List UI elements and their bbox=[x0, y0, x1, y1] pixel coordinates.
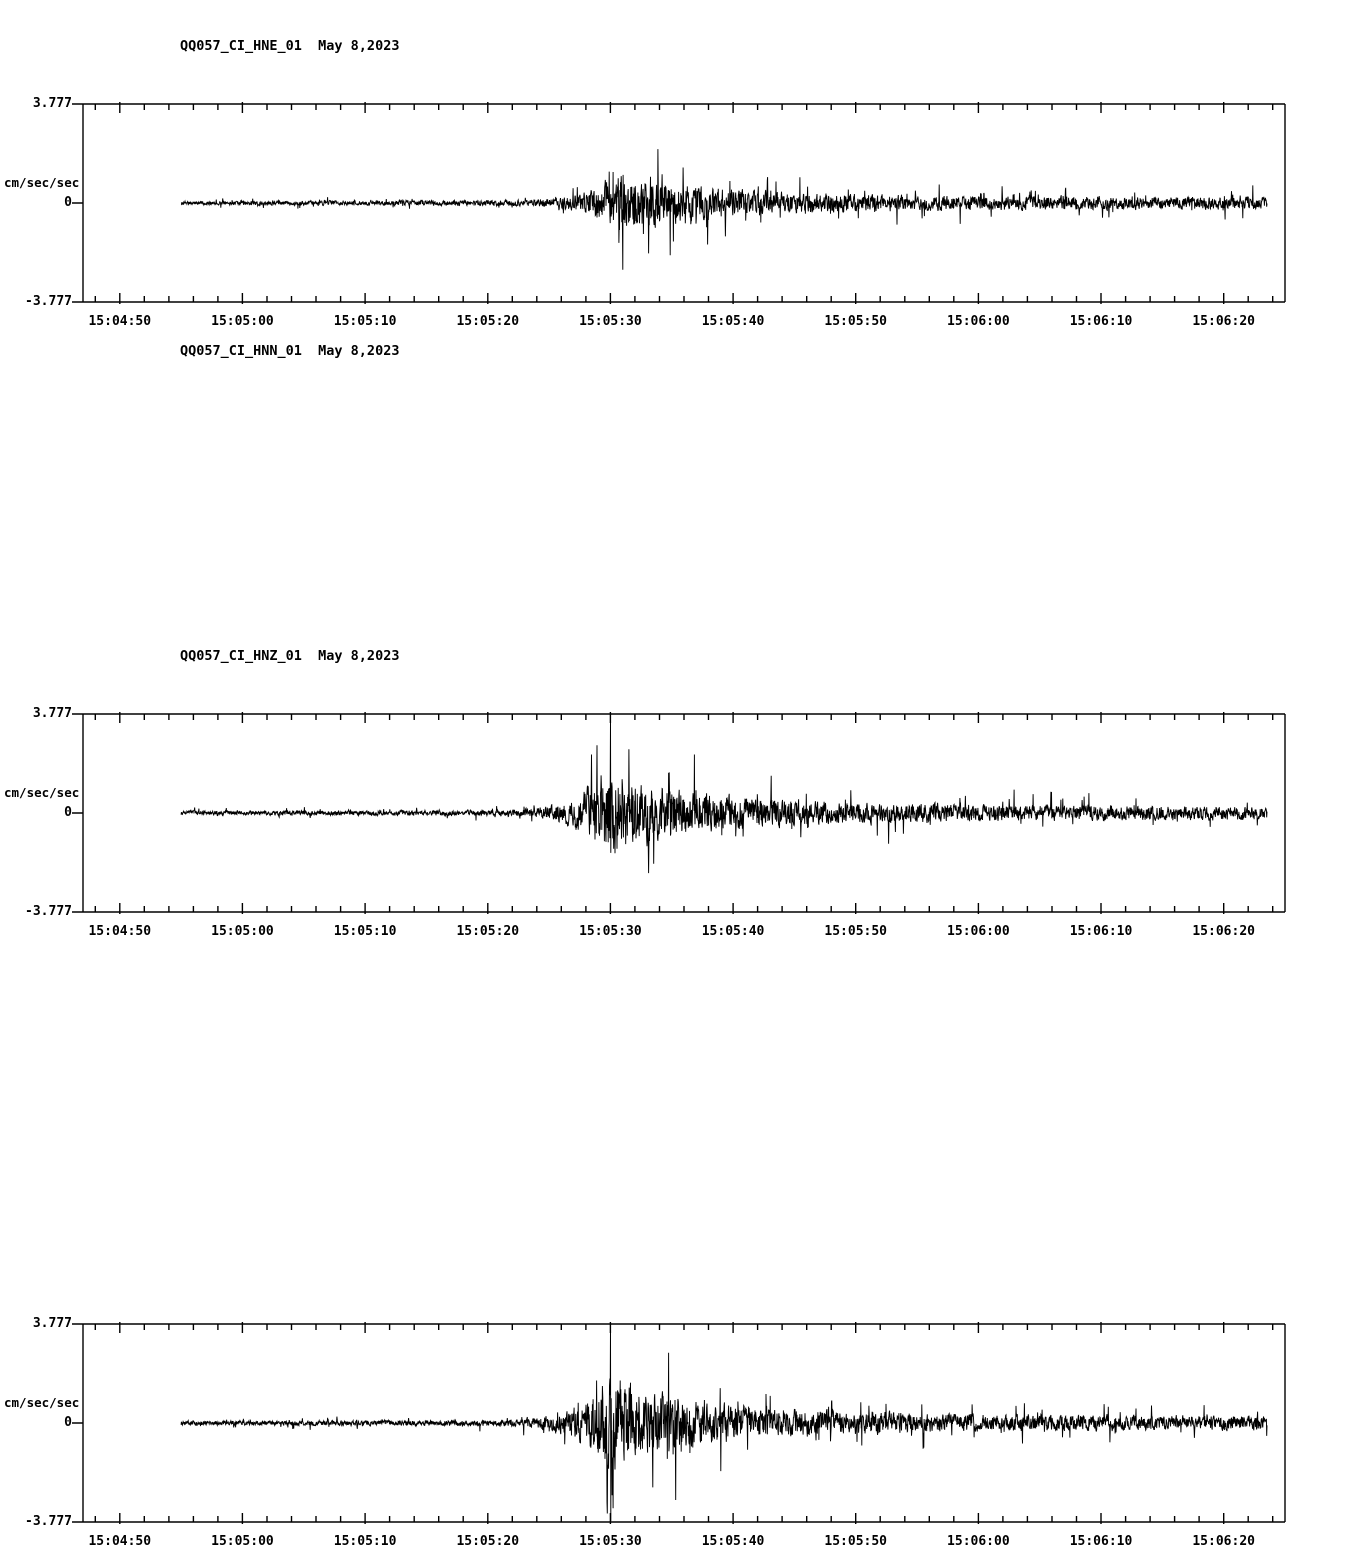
y-tick-label: 3.777 bbox=[32, 706, 72, 721]
x-tick-label: 15:06:10 bbox=[1069, 314, 1133, 329]
x-tick-label: 15:05:20 bbox=[456, 1534, 520, 1549]
panel-title-text: QQ057_CI_HNE_01 May 8,2023 bbox=[180, 38, 400, 54]
y-tick-label: -3.777 bbox=[25, 294, 72, 309]
x-tick-label: 15:05:40 bbox=[701, 314, 765, 329]
x-tick-label: 15:05:50 bbox=[824, 1534, 888, 1549]
y-tick-label: 3.777 bbox=[32, 96, 72, 111]
x-tick-label: 15:05:00 bbox=[211, 924, 274, 939]
x-tick-label: 15:05:40 bbox=[701, 1534, 765, 1549]
axis-ticks bbox=[72, 102, 1274, 304]
x-tick-label: 15:05:10 bbox=[333, 1534, 397, 1549]
seismogram-panel-hne: QQ057_CI_HNE_01 May 8,2023 3.777 0 -3.777 cm… bbox=[0, 38, 1358, 329]
x-tick-label: 15:06:00 bbox=[947, 1534, 1010, 1549]
x-tick-label: 15:06:20 bbox=[1192, 314, 1255, 329]
plot-area-hnz bbox=[72, 1322, 1286, 1524]
x-tick-label: 15:05:00 bbox=[211, 314, 274, 329]
x-tick-label: 15:05:10 bbox=[333, 314, 397, 329]
x-tick-label: 15:05:10 bbox=[333, 924, 397, 939]
y-tick-label: 0 bbox=[64, 805, 72, 820]
waveform-trace-hnz bbox=[180, 1324, 1268, 1522]
x-tick-label: 15:05:50 bbox=[824, 314, 888, 329]
x-tick-label: 15:06:10 bbox=[1069, 1534, 1133, 1549]
x-tick-label: 15:05:50 bbox=[824, 924, 888, 939]
x-tick-label: 15:05:00 bbox=[211, 1534, 274, 1549]
x-tick-label: 15:05:30 bbox=[579, 314, 642, 329]
x-tick-label: 15:06:00 bbox=[947, 924, 1010, 939]
axis-ticks bbox=[72, 712, 1274, 914]
waveform-trace-hne bbox=[180, 149, 1268, 270]
x-tick-label: 15:06:20 bbox=[1192, 924, 1255, 939]
x-tick-label: 15:04:50 bbox=[88, 1534, 152, 1549]
waveform-trace-hnn bbox=[180, 718, 1268, 874]
panel-title-text: QQ057_CI_HNN_01 May 8,2023 bbox=[180, 343, 400, 359]
y-axis-unit-label: cm/sec/sec bbox=[4, 785, 80, 800]
y-tick-label: 0 bbox=[64, 195, 72, 210]
x-tick-label: 15:04:50 bbox=[88, 314, 152, 329]
x-tick-label: 15:05:30 bbox=[579, 1534, 642, 1549]
y-tick-label: -3.777 bbox=[25, 904, 72, 919]
seismogram-panel-hnz: QQ057_CI_HNZ_01 May 8,2023 3.777 0 -3.777 cm… bbox=[0, 648, 1358, 1549]
y-axis-unit-label: cm/sec/sec bbox=[4, 175, 80, 190]
x-tick-label: 15:05:30 bbox=[579, 924, 642, 939]
x-tick-label: 15:04:50 bbox=[88, 924, 152, 939]
x-tick-label: 15:06:10 bbox=[1069, 924, 1133, 939]
seismogram-panel-hnn: QQ057_CI_HNN_01 May 8,2023 3.777 0 -3.777 cm… bbox=[0, 343, 1358, 939]
plot-area-hne bbox=[72, 102, 1286, 304]
seismogram-page: QQ057_CI_HNE_01 May 8,2023 3.777 0 -3.777 cm… bbox=[0, 38, 1358, 1549]
x-tick-label: 15:05:20 bbox=[456, 924, 520, 939]
plot-area-hnn bbox=[72, 712, 1286, 914]
panel-title-text: QQ057_CI_HNZ_01 May 8,2023 bbox=[180, 648, 400, 664]
x-tick-label: 15:05:20 bbox=[456, 314, 520, 329]
x-tick-label: 15:06:20 bbox=[1192, 1534, 1255, 1549]
x-tick-label: 15:06:00 bbox=[947, 314, 1010, 329]
x-tick-label: 15:05:40 bbox=[701, 924, 765, 939]
